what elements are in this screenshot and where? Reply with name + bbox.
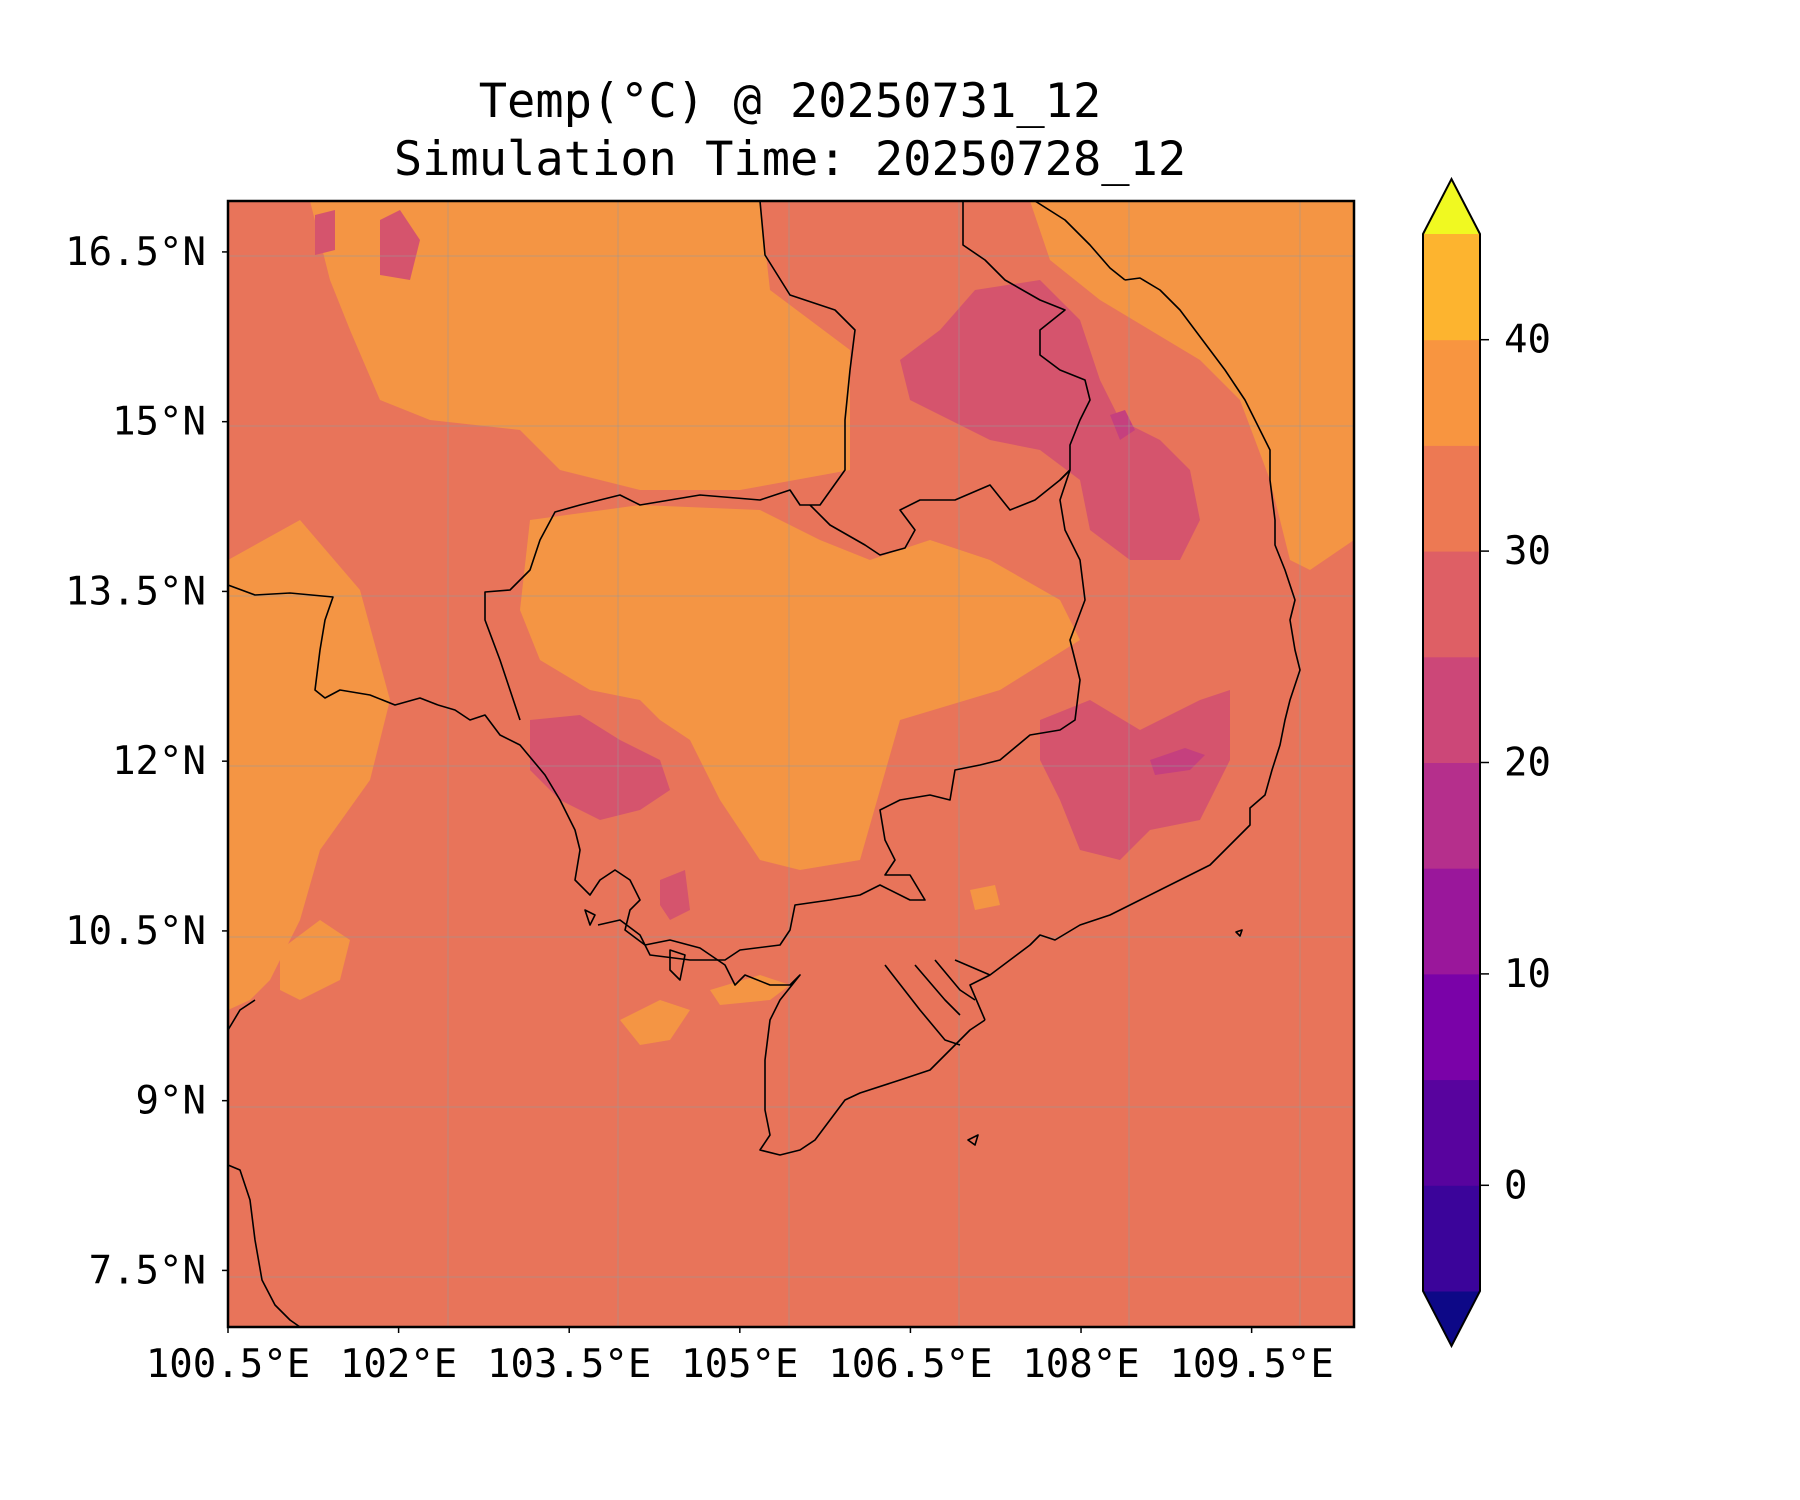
latitude-tick-label: 16.5°N — [65, 230, 206, 275]
latitude-tick-label: 9°N — [136, 1079, 206, 1124]
colorbar-segment — [1423, 234, 1480, 341]
temperature-band-15-20 — [1110, 410, 1205, 775]
latitude-tick-labels: 16.5°N 15°N 13.5°N 12°N 10.5°N 9°N 7.5°N — [65, 230, 228, 1293]
longitude-tick-label: 106.5°E — [828, 1342, 992, 1387]
latitude-tick-label: 10.5°N — [65, 909, 206, 954]
temperature-band-20-25 — [315, 210, 1230, 920]
longitude-tick-labels: 100.5°E 102°E 103.5°E 105°E 106.5°E 108°E 109.… — [146, 1327, 1334, 1387]
colorbar-segment — [1423, 445, 1480, 552]
colorbar-segment — [1423, 973, 1480, 1081]
longitude-tick-label: 108°E — [1022, 1342, 1139, 1387]
colorbar-tick-label: 30 — [1504, 529, 1551, 574]
colorbar-segment — [1423, 868, 1480, 975]
map-subtitle: Simulation Time: 20250728_12 — [394, 132, 1186, 187]
latitude-tick-label: 13.5°N — [65, 569, 206, 614]
colorbar-outline — [1422, 176, 1481, 1349]
colorbar-segment — [1423, 656, 1480, 763]
colorbar-segment — [1423, 1185, 1480, 1292]
colorbar — [1422, 176, 1481, 1349]
map-title: Temp(°C) @ 20250731_12 — [479, 74, 1102, 129]
colorbar-segment — [1423, 339, 1480, 446]
map-area — [228, 201, 1354, 1327]
latitude-tick-label: 15°N — [112, 400, 206, 445]
colorbar-tick-label: 0 — [1504, 1163, 1527, 1208]
colorbar-tick-label: 20 — [1504, 741, 1551, 786]
country-borders — [228, 201, 1126, 961]
temperature-band-30-35 — [228, 201, 1354, 1045]
colorbar-tick-labels: 0 10 20 30 40 — [1480, 318, 1551, 1208]
colorbar-segment — [1423, 551, 1480, 658]
coastlines — [228, 277, 1301, 1327]
colorbar-segment — [1423, 762, 1480, 869]
longitude-tick-label: 102°E — [340, 1342, 457, 1387]
longitude-tick-label: 105°E — [681, 1342, 798, 1387]
colorbar-over-extension — [1423, 179, 1480, 234]
gridlines — [228, 201, 1354, 1327]
longitude-tick-label: 109.5°E — [1169, 1342, 1333, 1387]
latitude-tick-label: 7.5°N — [89, 1248, 206, 1293]
colorbar-tick-label: 10 — [1504, 952, 1551, 997]
longitude-tick-label: 103.5°E — [487, 1342, 651, 1387]
colorbar-under-extension — [1423, 1291, 1480, 1346]
map-frame — [226, 199, 1356, 1329]
colorbar-tick-label: 40 — [1504, 318, 1551, 363]
longitude-tick-label: 100.5°E — [146, 1342, 310, 1387]
colorbar-segment — [1423, 1079, 1480, 1186]
latitude-tick-label: 12°N — [112, 739, 206, 784]
